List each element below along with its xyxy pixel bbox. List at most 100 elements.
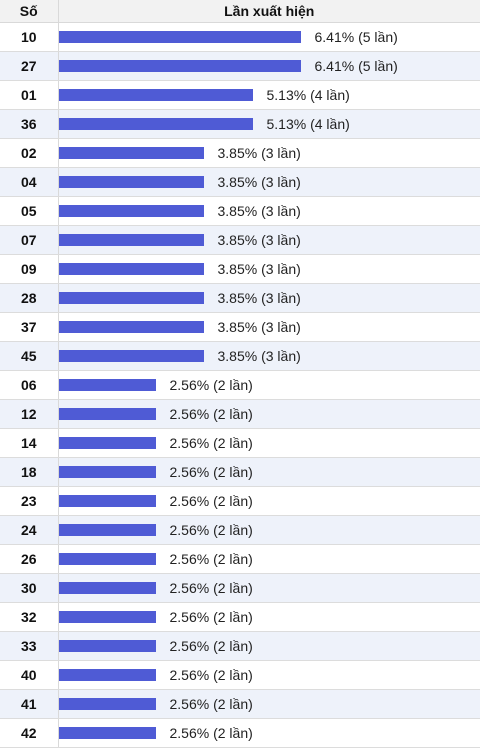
row-number: 09 <box>0 254 59 284</box>
table-row: 40 2.56% (2 lần) <box>0 660 480 690</box>
bar-mark <box>58 118 253 130</box>
table-row: 41 2.56% (2 lần) <box>0 689 480 719</box>
row-number: 06 <box>0 370 59 400</box>
table-row: 37 3.85% (3 lần) <box>0 312 480 342</box>
bar-wrap: 2.56% (2 lần) <box>58 545 480 573</box>
row-bar-cell: 3.85% (3 lần) <box>58 167 480 197</box>
table-row: 12 2.56% (2 lần) <box>0 399 480 429</box>
bar-wrap: 6.41% (5 lần) <box>58 23 480 51</box>
row-bar-cell: 2.56% (2 lần) <box>58 428 480 458</box>
bar-value-label: 5.13% (4 lần) <box>266 116 350 132</box>
bar-value-label: 2.56% (2 lần) <box>169 551 253 567</box>
row-number: 28 <box>0 283 59 313</box>
bar-value-label: 2.56% (2 lần) <box>169 638 253 654</box>
bar-mark <box>58 727 156 739</box>
table-row: 33 2.56% (2 lần) <box>0 631 480 661</box>
table-row: 45 3.85% (3 lần) <box>0 341 480 371</box>
row-number: 40 <box>0 660 59 690</box>
bar-value-label: 3.85% (3 lần) <box>217 174 301 190</box>
table-row: 36 5.13% (4 lần) <box>0 109 480 139</box>
table-row: 14 2.56% (2 lần) <box>0 428 480 458</box>
table-row: 32 2.56% (2 lần) <box>0 602 480 632</box>
row-number: 07 <box>0 225 59 255</box>
row-bar-cell: 5.13% (4 lần) <box>58 109 480 139</box>
table-row: 26 2.56% (2 lần) <box>0 544 480 574</box>
row-number: 30 <box>0 573 59 603</box>
bar-value-label: 5.13% (4 lần) <box>266 87 350 103</box>
bar-value-label: 2.56% (2 lần) <box>169 522 253 538</box>
bar-mark <box>58 379 156 391</box>
table-row: 30 2.56% (2 lần) <box>0 573 480 603</box>
table-row: 02 3.85% (3 lần) <box>0 138 480 168</box>
bar-value-label: 3.85% (3 lần) <box>217 203 301 219</box>
bar-wrap: 2.56% (2 lần) <box>58 429 480 457</box>
row-bar-cell: 5.13% (4 lần) <box>58 80 480 110</box>
table-row: 23 2.56% (2 lần) <box>0 486 480 516</box>
table-row: 24 2.56% (2 lần) <box>0 515 480 545</box>
bar-mark <box>58 350 204 362</box>
table-row: 07 3.85% (3 lần) <box>0 225 480 255</box>
bar-value-label: 2.56% (2 lần) <box>169 667 253 683</box>
row-bar-cell: 3.85% (3 lần) <box>58 196 480 226</box>
row-number: 24 <box>0 515 59 545</box>
row-bar-cell: 2.56% (2 lần) <box>58 718 480 748</box>
row-bar-cell: 3.85% (3 lần) <box>58 254 480 284</box>
bar-mark <box>58 234 204 246</box>
row-number: 41 <box>0 689 59 719</box>
bar-mark <box>58 582 156 594</box>
row-bar-cell: 2.56% (2 lần) <box>58 631 480 661</box>
bar-value-label: 2.56% (2 lần) <box>169 406 253 422</box>
row-bar-cell: 3.85% (3 lần) <box>58 341 480 371</box>
bar-mark <box>58 31 301 43</box>
bar-value-label: 3.85% (3 lần) <box>217 232 301 248</box>
row-number: 12 <box>0 399 59 429</box>
bar-wrap: 3.85% (3 lần) <box>58 197 480 225</box>
bar-mark <box>58 466 156 478</box>
bar-wrap: 2.56% (2 lần) <box>58 574 480 602</box>
table-row: 04 3.85% (3 lần) <box>0 167 480 197</box>
bar-value-label: 6.41% (5 lần) <box>314 58 398 74</box>
bar-mark <box>58 640 156 652</box>
table-row: 05 3.85% (3 lần) <box>0 196 480 226</box>
row-number: 36 <box>0 109 59 139</box>
bar-wrap: 3.85% (3 lần) <box>58 313 480 341</box>
row-bar-cell: 6.41% (5 lần) <box>58 22 480 52</box>
row-bar-cell: 3.85% (3 lần) <box>58 138 480 168</box>
bar-mark <box>58 292 204 304</box>
table-row: 10 6.41% (5 lần) <box>0 22 480 52</box>
row-bar-cell: 2.56% (2 lần) <box>58 602 480 632</box>
row-bar-cell: 3.85% (3 lần) <box>58 225 480 255</box>
row-number: 42 <box>0 718 59 748</box>
bar-wrap: 3.85% (3 lần) <box>58 226 480 254</box>
row-bar-cell: 2.56% (2 lần) <box>58 370 480 400</box>
bar-wrap: 3.85% (3 lần) <box>58 255 480 283</box>
row-bar-cell: 2.56% (2 lần) <box>58 399 480 429</box>
bar-mark <box>58 611 156 623</box>
row-number: 04 <box>0 167 59 197</box>
bar-wrap: 2.56% (2 lần) <box>58 458 480 486</box>
header-row: Số Lần xuất hiện <box>0 0 480 23</box>
row-number: 32 <box>0 602 59 632</box>
bar-wrap: 2.56% (2 lần) <box>58 487 480 515</box>
row-number: 01 <box>0 80 59 110</box>
bar-value-label: 3.85% (3 lần) <box>217 145 301 161</box>
table-row: 06 2.56% (2 lần) <box>0 370 480 400</box>
bar-value-label: 2.56% (2 lần) <box>169 493 253 509</box>
bar-wrap: 6.41% (5 lần) <box>58 52 480 80</box>
bar-mark <box>58 263 204 275</box>
row-number: 10 <box>0 22 59 52</box>
bar-mark <box>58 698 156 710</box>
row-bar-cell: 6.41% (5 lần) <box>58 51 480 81</box>
row-bar-cell: 2.56% (2 lần) <box>58 689 480 719</box>
bar-mark <box>58 553 156 565</box>
bar-mark <box>58 408 156 420</box>
row-number: 27 <box>0 51 59 81</box>
header-number: Số <box>0 0 59 23</box>
bar-mark <box>58 60 301 72</box>
bar-mark <box>58 321 204 333</box>
bar-wrap: 3.85% (3 lần) <box>58 284 480 312</box>
bar-mark <box>58 205 204 217</box>
bar-value-label: 3.85% (3 lần) <box>217 319 301 335</box>
bar-wrap: 2.56% (2 lần) <box>58 632 480 660</box>
